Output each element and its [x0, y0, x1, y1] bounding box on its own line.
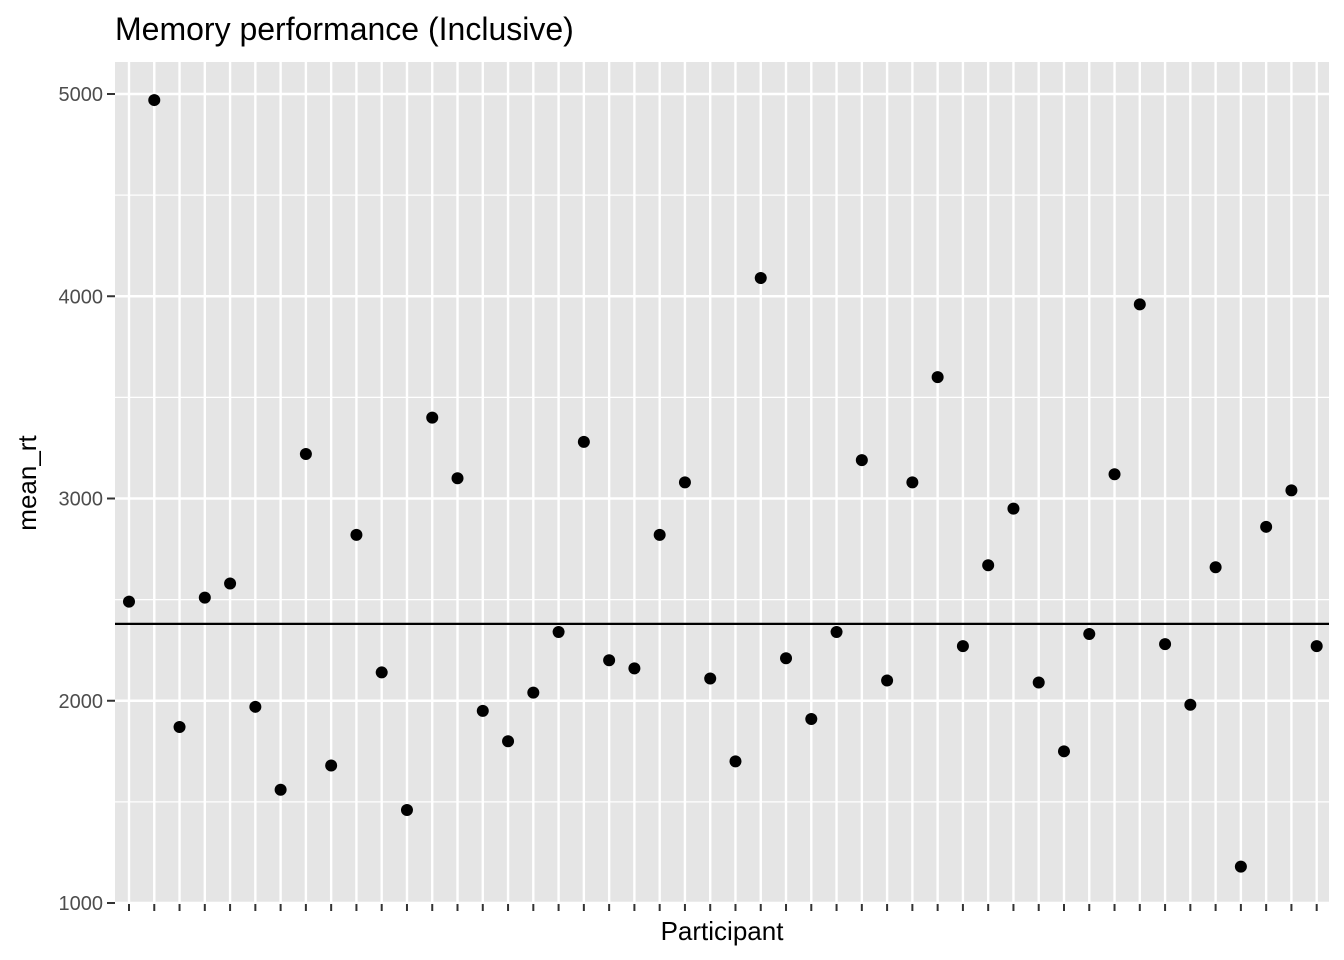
- y-tick-label: 1000: [59, 893, 104, 915]
- chart-title: Memory performance (Inclusive): [115, 11, 574, 47]
- data-point: [653, 528, 666, 541]
- x-axis-ticks: [128, 904, 1318, 911]
- data-point: [426, 411, 439, 424]
- y-tick-label: 5000: [59, 84, 104, 106]
- data-point: [198, 591, 211, 604]
- data-point: [350, 528, 363, 541]
- data-point: [1057, 745, 1070, 758]
- data-point: [830, 625, 843, 638]
- data-point: [1285, 484, 1298, 497]
- plot-panel: [115, 62, 1329, 904]
- data-point: [274, 783, 287, 796]
- data-point: [577, 435, 590, 448]
- data-point: [148, 94, 161, 107]
- data-point: [1007, 502, 1020, 515]
- data-point: [173, 721, 186, 734]
- data-point: [982, 559, 995, 572]
- data-point: [1209, 561, 1222, 574]
- data-point: [451, 472, 464, 485]
- data-point: [325, 759, 338, 772]
- data-points: [123, 94, 1323, 873]
- data-point: [1083, 628, 1096, 641]
- data-point: [375, 666, 388, 679]
- data-point: [704, 672, 717, 685]
- data-point: [1234, 860, 1247, 873]
- data-point: [502, 735, 515, 748]
- data-point: [729, 755, 742, 768]
- data-point: [400, 803, 413, 816]
- data-point: [1108, 468, 1121, 481]
- data-point: [931, 371, 944, 384]
- data-point: [1184, 698, 1197, 711]
- data-point: [780, 652, 793, 665]
- data-point: [1310, 640, 1323, 653]
- data-point: [754, 272, 767, 285]
- y-tick-label: 3000: [59, 489, 104, 511]
- data-point: [881, 674, 894, 687]
- data-point: [956, 640, 969, 653]
- data-point: [1159, 638, 1172, 651]
- data-point: [805, 712, 818, 725]
- y-tick-label: 4000: [59, 286, 104, 308]
- data-point: [628, 662, 641, 675]
- x-axis-title: Participant: [661, 916, 785, 946]
- data-point: [476, 704, 489, 717]
- data-point: [552, 625, 565, 638]
- data-point: [123, 595, 135, 608]
- data-point: [603, 654, 616, 667]
- grid-major: [115, 62, 1329, 905]
- data-point: [855, 454, 868, 467]
- grid-minor: [115, 194, 1329, 803]
- data-point: [1133, 298, 1146, 311]
- data-point: [299, 448, 312, 461]
- data-point: [527, 686, 540, 699]
- data-point: [1260, 520, 1273, 533]
- y-tick-label: 2000: [59, 691, 104, 713]
- data-point: [906, 476, 919, 489]
- data-point: [249, 700, 262, 713]
- data-point: [224, 577, 237, 590]
- y-axis-ticks: 1000 2000 3000 4000 5000: [59, 84, 115, 915]
- data-point: [1032, 676, 1045, 689]
- data-point: [678, 476, 691, 489]
- y-axis-title: mean_rt: [12, 435, 42, 531]
